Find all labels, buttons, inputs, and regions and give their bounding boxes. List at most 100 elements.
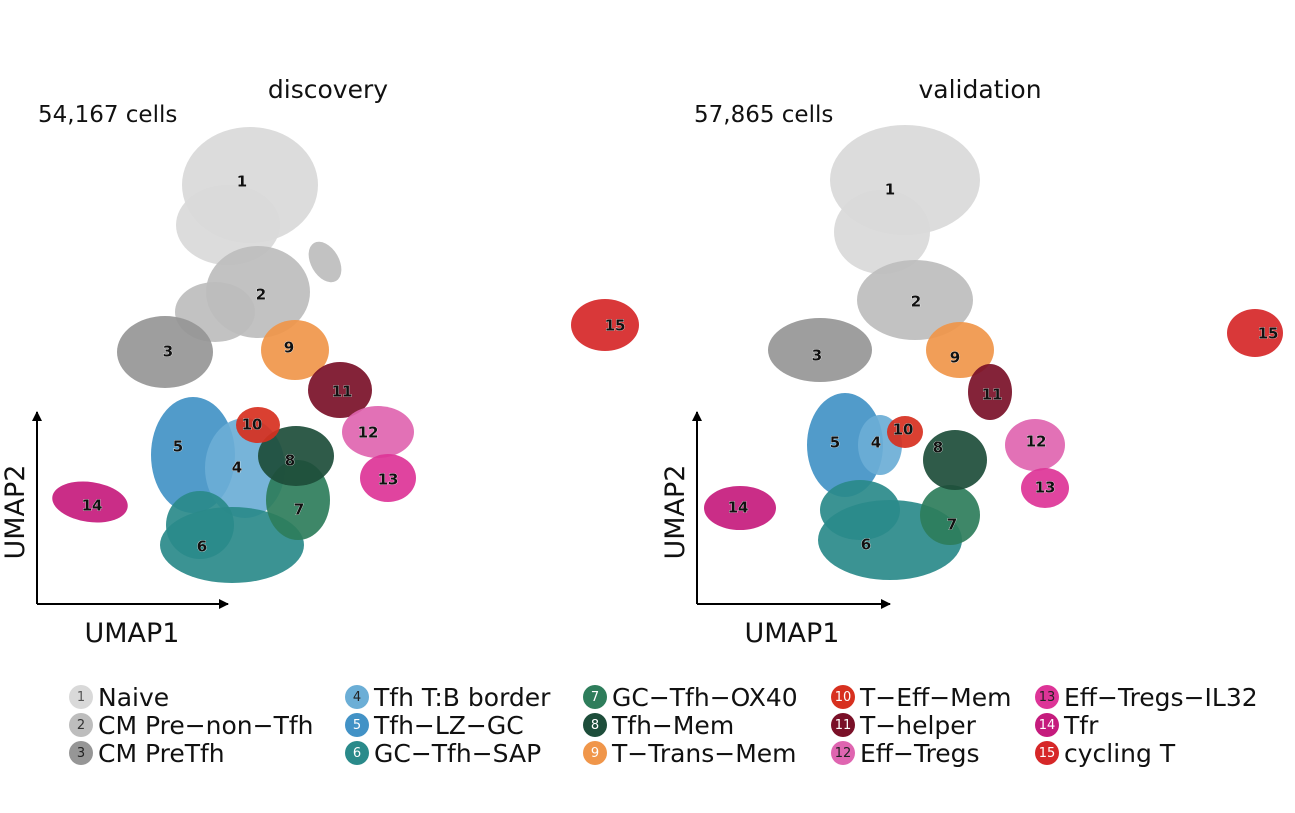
cluster-number-label: 7 bbox=[294, 501, 304, 519]
legend-label: CM Pre−non−Tfh bbox=[98, 711, 314, 740]
cluster-region-10 bbox=[887, 416, 923, 448]
legend-label: Tfr bbox=[1063, 711, 1099, 740]
cluster-region-1 bbox=[176, 185, 280, 265]
legend-label: T−helper bbox=[859, 711, 977, 740]
legend-number: 5 bbox=[353, 718, 361, 733]
legend-label: T−Eff−Mem bbox=[859, 683, 1012, 712]
legend-item-14: 14 Tfr bbox=[1035, 711, 1099, 740]
cluster-region-6 bbox=[166, 491, 234, 559]
legend-swatch bbox=[1035, 685, 1059, 709]
cluster-number-label: 13 bbox=[378, 471, 399, 489]
legend-item-3: 3 CM PreTfh bbox=[69, 739, 225, 768]
legend-number: 7 bbox=[591, 690, 599, 705]
cluster-number-label: 2 bbox=[911, 293, 921, 311]
legend-number: 9 bbox=[591, 746, 599, 761]
legend-swatch bbox=[583, 685, 607, 709]
cluster-number-label: 15 bbox=[1258, 325, 1279, 343]
cluster-number-label: 1 bbox=[237, 173, 247, 191]
cluster-number-label: 4 bbox=[871, 434, 881, 452]
cluster-region-12 bbox=[1005, 419, 1065, 471]
legend-swatch bbox=[69, 685, 93, 709]
legend-item-8: 8 Tfh−Mem bbox=[583, 711, 734, 740]
legend-item-9: 9 T−Trans−Mem bbox=[583, 739, 797, 768]
cluster-number-label: 5 bbox=[173, 438, 183, 456]
legend-number: 12 bbox=[835, 746, 852, 761]
cluster-region-5 bbox=[807, 393, 883, 497]
legend: 1 Naive 2 CM Pre−non−Tfh 3 CM PreTfh 4 Tfh T:B … bbox=[69, 683, 1258, 768]
legend-number: 14 bbox=[1039, 718, 1056, 733]
legend-swatch bbox=[831, 713, 855, 737]
cluster-number-label: 14 bbox=[728, 499, 749, 517]
legend-number: 1 bbox=[77, 690, 85, 705]
legend-number: 6 bbox=[353, 746, 361, 761]
cluster-region-1 bbox=[834, 190, 930, 274]
legend-swatch bbox=[583, 741, 607, 765]
cluster-number-label: 6 bbox=[861, 536, 871, 554]
legend-swatch bbox=[831, 741, 855, 765]
cluster-number-label: 3 bbox=[163, 343, 173, 361]
legend-number: 13 bbox=[1039, 690, 1056, 705]
cluster-number-label: 14 bbox=[82, 497, 103, 515]
legend-label: Eff−Tregs bbox=[860, 739, 980, 768]
legend-swatch bbox=[345, 741, 369, 765]
panel-validation: validation 57,865 cells 1234567891011121… bbox=[660, 75, 1283, 649]
cluster-region-6 bbox=[820, 480, 900, 540]
cell-count-validation: 57,865 cells bbox=[694, 102, 833, 128]
cluster-number-label: 6 bbox=[197, 538, 207, 556]
cluster-region-7 bbox=[920, 485, 980, 545]
cluster-region-3 bbox=[117, 316, 213, 388]
cluster-region-13 bbox=[1021, 468, 1069, 508]
cluster-region-9 bbox=[926, 322, 994, 378]
legend-item-11: 11 T−helper bbox=[831, 711, 977, 740]
legend-item-12: 12 Eff−Tregs bbox=[831, 739, 980, 768]
cluster-region-2 bbox=[857, 260, 973, 340]
cluster-number-label: 1 bbox=[885, 181, 895, 199]
x-axis-label-discovery: UMAP1 bbox=[85, 618, 180, 649]
cluster-number-label: 12 bbox=[358, 424, 379, 442]
cluster-number-label: 5 bbox=[830, 434, 840, 452]
cluster-region-9 bbox=[261, 320, 329, 380]
cluster-number-label: 9 bbox=[284, 339, 294, 357]
cluster-region-12 bbox=[342, 406, 414, 458]
cluster-region-15 bbox=[1227, 309, 1283, 357]
cluster-number-label: 11 bbox=[982, 386, 1003, 404]
legend-item-10: 10 T−Eff−Mem bbox=[831, 683, 1012, 712]
legend-swatch bbox=[1035, 741, 1059, 765]
y-axis-label-discovery: UMAP2 bbox=[0, 465, 31, 560]
cluster-number-label: 11 bbox=[332, 383, 353, 401]
legend-item-15: 15 cycling T bbox=[1035, 739, 1176, 768]
legend-swatch bbox=[831, 685, 855, 709]
cluster-region-10 bbox=[236, 407, 280, 443]
legend-number: 15 bbox=[1039, 746, 1056, 761]
legend-number: 8 bbox=[591, 718, 599, 733]
legend-number: 3 bbox=[77, 746, 85, 761]
legend-swatch bbox=[345, 713, 369, 737]
legend-label: Tfh−Mem bbox=[611, 711, 734, 740]
legend-swatch bbox=[583, 713, 607, 737]
cluster-region-13 bbox=[360, 454, 416, 502]
legend-number: 2 bbox=[77, 718, 85, 733]
legend-label: Tfh−LZ−GC bbox=[373, 711, 524, 740]
cluster-number-label: 2 bbox=[256, 286, 266, 304]
legend-item-5: 5 Tfh−LZ−GC bbox=[345, 711, 524, 740]
legend-item-7: 7 GC−Tfh−OX40 bbox=[583, 683, 798, 712]
legend-item-4: 4 Tfh T:B border bbox=[345, 683, 551, 712]
legend-item-13: 13 Eff−Tregs−IL32 bbox=[1035, 683, 1258, 712]
legend-label: Naive bbox=[98, 683, 169, 712]
legend-item-1: 1 Naive bbox=[69, 683, 169, 712]
y-axis-label-validation: UMAP2 bbox=[660, 465, 691, 560]
x-axis-label-validation: UMAP1 bbox=[745, 618, 840, 649]
legend-label: Tfh T:B border bbox=[373, 683, 551, 712]
cluster-cloud-validation bbox=[704, 125, 1283, 580]
legend-number: 10 bbox=[835, 690, 852, 705]
cluster-number-label: 8 bbox=[933, 439, 943, 457]
legend-swatch bbox=[1035, 713, 1059, 737]
cluster-region-14 bbox=[52, 481, 128, 523]
legend-number: 4 bbox=[353, 690, 361, 705]
legend-swatch bbox=[69, 741, 93, 765]
legend-label: GC−Tfh−SAP bbox=[374, 739, 541, 768]
cell-count-discovery: 54,167 cells bbox=[38, 102, 177, 128]
cluster-cloud-discovery bbox=[52, 127, 639, 583]
